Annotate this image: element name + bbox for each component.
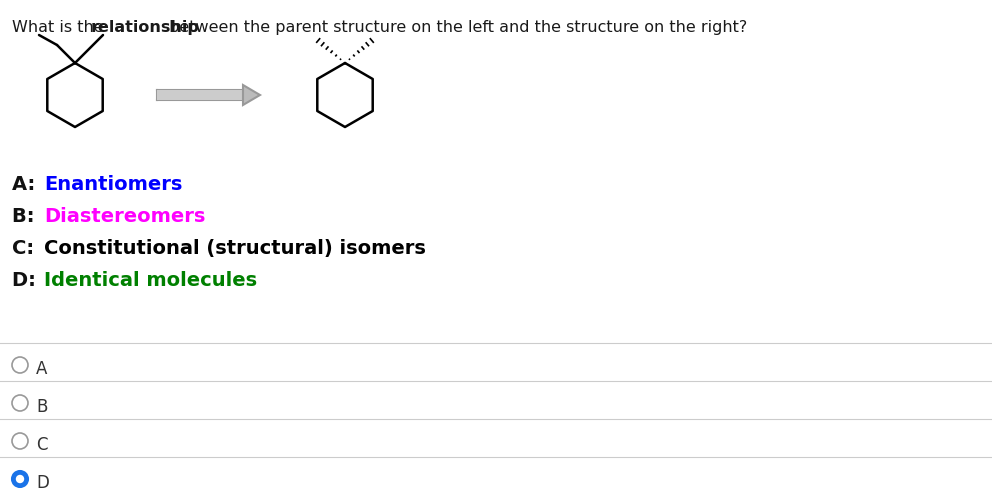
Text: C:: C: [12,239,41,258]
Text: A:: A: [12,175,42,194]
Text: Diastereomers: Diastereomers [44,207,205,226]
Text: B:: B: [12,207,42,226]
Text: Enantiomers: Enantiomers [44,175,183,194]
Circle shape [17,476,24,482]
Text: C: C [36,436,48,454]
Text: B: B [36,398,48,416]
Text: relationship: relationship [91,20,199,35]
Text: A: A [36,360,48,378]
Circle shape [12,471,28,487]
Text: Constitutional (structural) isomers: Constitutional (structural) isomers [44,239,426,258]
Text: Identical molecules: Identical molecules [44,271,257,290]
Polygon shape [243,85,260,105]
Text: D:: D: [12,271,43,290]
Text: What is the: What is the [12,20,109,35]
Text: D: D [36,474,49,492]
Text: between the parent structure on the left and the structure on the right?: between the parent structure on the left… [164,20,747,35]
Polygon shape [157,90,243,100]
